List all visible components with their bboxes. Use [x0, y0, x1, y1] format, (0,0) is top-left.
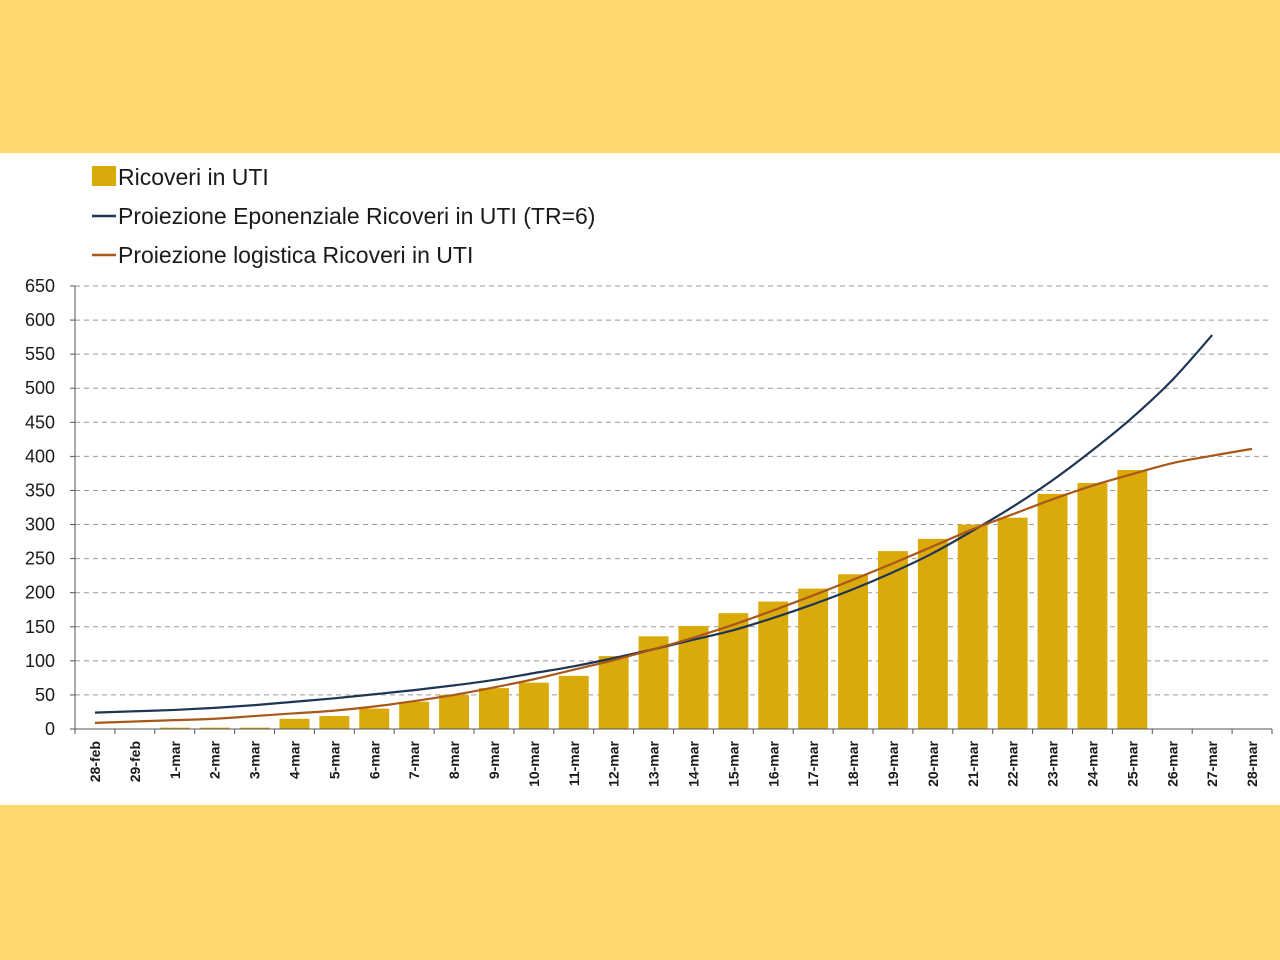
x-tick-label: 3-mar	[247, 740, 263, 779]
x-tick-label: 24-mar	[1084, 740, 1100, 786]
x-tick-label: 5-mar	[326, 740, 342, 779]
x-tick-label: 14-mar	[685, 740, 701, 786]
chart-panel: Ricoveri in UTI Proiezione Eponenziale R…	[0, 153, 1280, 805]
y-tick-label: 250	[25, 549, 55, 569]
y-tick-label: 150	[25, 617, 55, 637]
x-tick-label: 15-mar	[725, 740, 741, 786]
legend-swatch-bars	[92, 166, 116, 186]
bar-22-mar	[997, 517, 1028, 729]
y-tick-label: 300	[25, 515, 55, 535]
logistic-projection-line	[94, 447, 1253, 724]
x-tick-label: 28-mar	[1244, 740, 1260, 786]
x-tick-label: 12-mar	[606, 740, 622, 786]
x-axis-ticks: 28-feb 29-feb 1-mar 2-mar 3-mar 4-mar 5-mar 6-m…	[74, 729, 1273, 787]
y-tick-label: 550	[25, 344, 55, 364]
x-tick-label: 2-mar	[207, 740, 223, 779]
bar-19-mar	[877, 551, 908, 729]
bar-10-mar	[518, 682, 549, 729]
line-series	[94, 334, 1253, 724]
legend-label-exponential: Proiezione Eponenziale Ricoveri in UTI (…	[118, 203, 595, 229]
bar-11-mar	[558, 675, 589, 729]
bar-5-mar	[319, 716, 350, 729]
bar-24-mar	[1077, 482, 1108, 729]
y-tick-label: 50	[35, 685, 55, 705]
bar-4-mar	[279, 718, 310, 729]
x-tick-label: 9-mar	[486, 740, 502, 779]
bar-8-mar	[439, 694, 470, 729]
x-tick-label: 8-mar	[446, 740, 462, 779]
x-tick-label: 16-mar	[765, 740, 781, 786]
x-tick-label: 13-mar	[646, 740, 662, 786]
x-tick-label: 23-mar	[1045, 740, 1061, 786]
bar-9-mar	[478, 688, 509, 729]
bar-25-mar	[1117, 470, 1148, 729]
y-tick-label: 100	[25, 651, 55, 671]
legend: Ricoveri in UTI Proiezione Eponenziale R…	[92, 164, 595, 268]
x-tick-label: 26-mar	[1164, 740, 1180, 786]
y-tick-label: 600	[25, 310, 55, 330]
x-tick-label: 22-mar	[1005, 740, 1021, 786]
bar-series	[159, 470, 1148, 729]
bar-7-mar	[399, 701, 430, 729]
bar-2-mar	[199, 727, 230, 729]
bar-6-mar	[359, 708, 390, 729]
bar-21-mar	[957, 524, 988, 729]
bar-1-mar	[159, 727, 190, 729]
y-tick-label: 200	[25, 583, 55, 603]
y-tick-label: 400	[25, 446, 55, 466]
y-axis-ticks: 0 50 100 150 200 250 300 350 400 450 500 550 600 650	[25, 276, 75, 739]
x-tick-label: 21-mar	[965, 740, 981, 786]
x-tick-label: 25-mar	[1124, 740, 1140, 786]
y-tick-label: 0	[45, 719, 55, 739]
gridlines	[75, 285, 1272, 696]
chart: Ricoveri in UTI Proiezione Eponenziale R…	[25, 164, 1273, 787]
x-tick-label: 4-mar	[286, 740, 302, 779]
bar-3-mar	[239, 727, 270, 729]
bar-16-mar	[758, 601, 789, 729]
x-tick-label: 29-feb	[127, 741, 143, 782]
x-tick-label: 19-mar	[885, 740, 901, 786]
bar-20-mar	[917, 538, 948, 729]
x-tick-label: 7-mar	[406, 740, 422, 779]
legend-label-bars: Ricoveri in UTI	[118, 164, 269, 190]
legend-label-logistic: Proiezione logistica Ricoveri in UTI	[118, 242, 473, 268]
x-tick-label: 28-feb	[87, 741, 103, 782]
y-tick-label: 500	[25, 378, 55, 398]
x-tick-label: 11-mar	[566, 740, 582, 786]
x-tick-label: 17-mar	[805, 740, 821, 786]
x-tick-label: 1-mar	[167, 740, 183, 779]
y-tick-label: 450	[25, 412, 55, 432]
x-tick-label: 10-mar	[526, 740, 542, 786]
x-tick-label: 18-mar	[845, 740, 861, 786]
bar-18-mar	[838, 574, 869, 729]
y-tick-label: 350	[25, 480, 55, 500]
y-tick-label: 650	[25, 276, 55, 296]
bar-12-mar	[598, 656, 629, 729]
bar-23-mar	[1037, 493, 1068, 729]
x-tick-label: 27-mar	[1204, 740, 1220, 786]
x-tick-label: 20-mar	[925, 740, 941, 786]
bar-17-mar	[798, 588, 829, 729]
x-tick-label: 6-mar	[366, 740, 382, 779]
